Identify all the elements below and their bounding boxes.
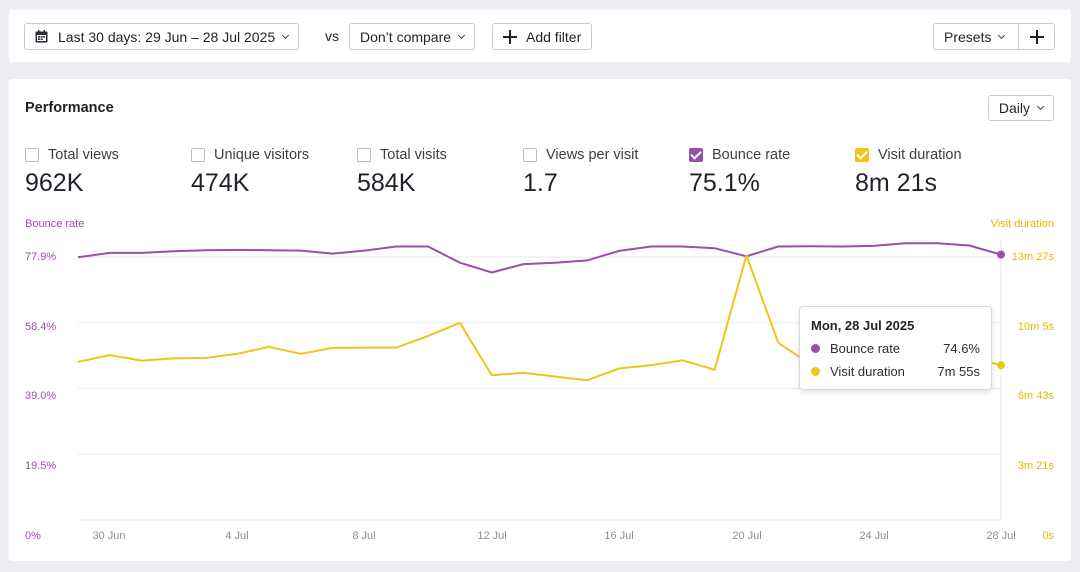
x-tick: 30 Jun	[92, 530, 126, 542]
y-right-tick: 0s	[1042, 530, 1054, 542]
compare-label: Don’t compare	[360, 28, 452, 45]
tooltip-row-duration: Visit duration 7m 55s	[811, 364, 980, 379]
metric-value: 75.1%	[689, 169, 760, 197]
tooltip-series-name: Visit duration	[830, 364, 905, 379]
metric-bounce-rate[interactable]: Bounce rate 75.1%	[689, 147, 790, 198]
series-dot	[811, 367, 820, 376]
metric-label: Visit duration	[878, 147, 962, 163]
bounce-rate-line	[77, 242, 1002, 274]
y-right-tick: 3m 21s	[1017, 460, 1054, 472]
y-right-tick: 6m 43s	[1017, 390, 1054, 402]
x-tick: 8 Jul	[352, 530, 376, 542]
x-tick: 28 Jul	[986, 530, 1016, 542]
plus-icon	[1029, 29, 1044, 44]
presets-dropdown[interactable]: Presets	[933, 23, 1019, 50]
chevron-down-icon	[282, 31, 290, 39]
y-left-tick: 77.9%	[25, 251, 57, 263]
metric-label: Unique visitors	[214, 147, 310, 163]
add-filter-button[interactable]: Add filter	[492, 23, 593, 50]
panel-title: Performance	[25, 100, 114, 116]
metric-checkbox[interactable]	[25, 148, 39, 162]
metric-checkbox[interactable]	[523, 148, 537, 162]
metric-value: 474K	[191, 169, 250, 197]
metric-total-views[interactable]: Total views 962K	[25, 147, 119, 198]
y-left-tick: 0%	[25, 530, 41, 542]
metric-value: 8m 21s	[855, 169, 937, 197]
compare-dropdown[interactable]: Don’t compare	[349, 23, 476, 50]
tooltip-series-value: 7m 55s	[937, 364, 980, 379]
metric-checkbox[interactable]	[191, 148, 205, 162]
tooltip-date: Mon, 28 Jul 2025	[811, 318, 915, 333]
metric-views-per-visit[interactable]: Views per visit 1.7	[523, 147, 638, 198]
x-tick: 20 Jul	[732, 530, 762, 542]
y-right-axis-title: Visit duration	[990, 218, 1054, 230]
series-dot	[811, 344, 820, 353]
vs-label: vs	[325, 28, 339, 44]
date-range-button[interactable]: Last 30 days: 29 Jun – 28 Jul 2025	[24, 23, 300, 50]
bounce-rate-line-point	[997, 250, 1005, 259]
x-tick: 12 Jul	[477, 530, 507, 542]
x-tick: 16 Jul	[604, 530, 634, 542]
metric-unique-visitors[interactable]: Unique visitors 474K	[191, 147, 309, 198]
add-preset-button[interactable]	[1018, 23, 1055, 50]
tooltip-series-name: Bounce rate	[830, 341, 901, 356]
chart-tooltip: Mon, 28 Jul 2025 Bounce rate 74.6% Visit…	[799, 306, 992, 390]
add-filter-label: Add filter	[526, 28, 582, 45]
y-right-tick: 10m 5s	[1017, 321, 1054, 333]
interval-label: Daily	[998, 100, 1030, 116]
visit-duration-line-point	[997, 361, 1005, 370]
metric-value: 962K	[25, 169, 84, 197]
performance-panel: Performance Daily Total views 962K Uniqu…	[9, 79, 1071, 561]
y-left-tick: 58.4%	[25, 321, 57, 333]
filter-toolbar: Last 30 days: 29 Jun – 28 Jul 2025 vs Do…	[9, 10, 1071, 62]
metric-value: 1.7	[523, 169, 558, 197]
metric-label: Bounce rate	[712, 147, 791, 163]
metric-checkbox[interactable]	[357, 148, 371, 162]
tooltip-series-value: 74.6%	[943, 341, 980, 356]
metric-label: Total visits	[380, 147, 447, 163]
chevron-down-icon	[998, 31, 1006, 39]
x-tick: 24 Jul	[859, 530, 889, 542]
y-left-tick: 39.0%	[25, 390, 57, 402]
x-tick: 4 Jul	[225, 530, 249, 542]
metric-visit-duration[interactable]: Visit duration 8m 21s	[855, 147, 962, 198]
calendar-icon	[35, 30, 48, 43]
chevron-down-icon	[458, 31, 466, 39]
metric-checkbox-checked[interactable]	[855, 148, 869, 162]
metric-label: Total views	[48, 147, 119, 163]
date-range-label: Last 30 days: 29 Jun – 28 Jul 2025	[58, 28, 276, 45]
y-right-tick: 13m 27s	[1011, 251, 1054, 263]
plus-icon	[503, 29, 517, 44]
tooltip-row-bounce: Bounce rate 74.6%	[811, 341, 980, 356]
presets-label: Presets	[944, 28, 992, 45]
metric-checkbox-checked[interactable]	[689, 148, 703, 162]
metric-label: Views per visit	[546, 147, 639, 163]
metric-value: 584K	[357, 169, 416, 197]
y-left-axis-title: Bounce rate	[25, 218, 85, 230]
y-left-tick: 19.5%	[25, 460, 57, 472]
metric-total-visits[interactable]: Total visits 584K	[357, 147, 447, 198]
interval-dropdown[interactable]: Daily	[987, 95, 1054, 121]
